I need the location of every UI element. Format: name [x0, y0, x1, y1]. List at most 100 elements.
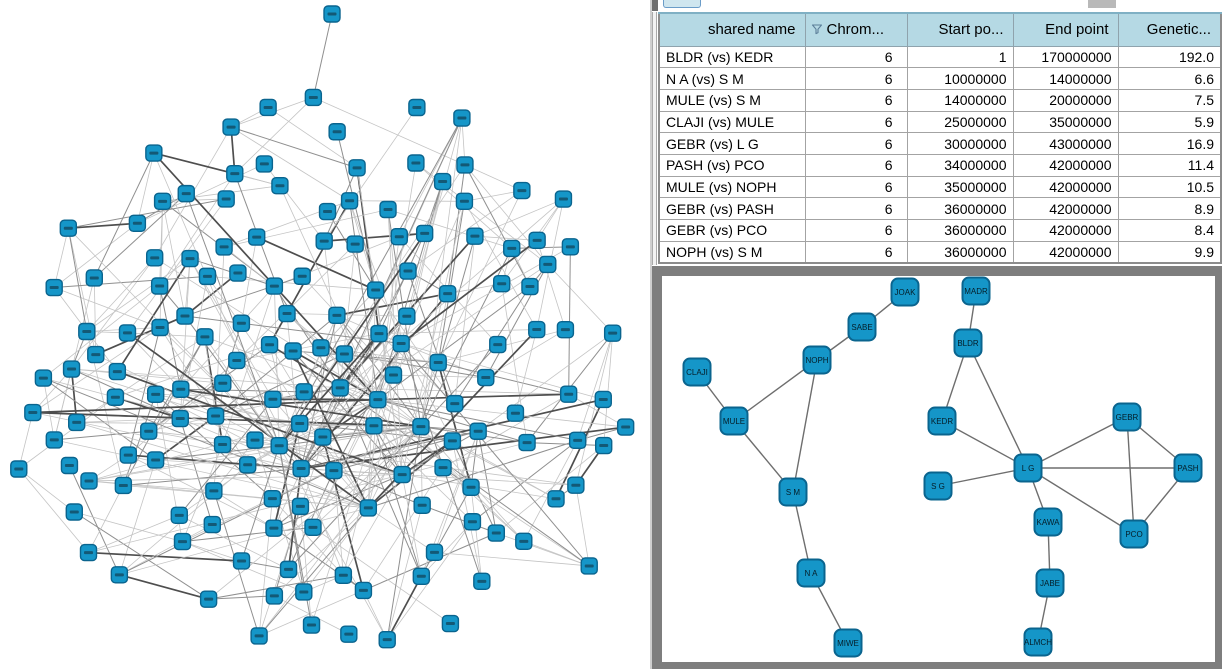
network-node[interactable] [594, 390, 612, 409]
table-cell[interactable]: GEBR (vs) PCO [658, 219, 806, 242]
node-ALMCH[interactable]: ALMCH [1023, 627, 1053, 657]
table-cell[interactable]: GEBR (vs) L G [658, 132, 806, 155]
network-node[interactable] [79, 543, 98, 562]
network-node[interactable] [312, 339, 330, 357]
table-cell[interactable]: 25000000 [906, 110, 1014, 134]
network-node[interactable] [340, 192, 359, 210]
table-cell[interactable]: 170000000 [1012, 45, 1119, 69]
network-node[interactable] [335, 345, 354, 363]
network-node[interactable] [110, 566, 129, 584]
network-node[interactable] [206, 407, 225, 425]
table-cell[interactable]: 14000000 [906, 88, 1014, 112]
table-cell[interactable]: 10.5 [1117, 175, 1222, 199]
network-node[interactable] [118, 324, 137, 342]
table-row[interactable]: MULE (vs) NOPH 6 35000000 42000000 10.5 [658, 175, 1222, 199]
table-row[interactable]: N A (vs) S M 6 10000000 14000000 6.6 [658, 67, 1222, 90]
network-node[interactable] [248, 228, 266, 246]
network-node[interactable] [264, 390, 282, 408]
node-SM[interactable]: S M [778, 477, 808, 507]
network-node[interactable] [213, 435, 232, 454]
network-node[interactable] [232, 314, 251, 332]
node-MIWE[interactable]: MIWE [833, 628, 863, 658]
table-cell[interactable]: 42000000 [1012, 197, 1119, 220]
network-node[interactable] [595, 436, 613, 455]
network-node[interactable] [271, 177, 289, 195]
network-node[interactable] [140, 422, 158, 440]
table-row[interactable]: BLDR (vs) KEDR 6 1 170000000 192.0 [658, 45, 1222, 69]
table-cell[interactable]: 6 [804, 240, 908, 264]
network-node[interactable] [412, 417, 430, 436]
network-node[interactable] [415, 224, 434, 243]
table-cell[interactable]: N A (vs) S M [658, 67, 806, 90]
network-node[interactable] [556, 320, 575, 339]
table-cell[interactable]: BLDR (vs) KEDR [658, 45, 806, 69]
network-node[interactable] [68, 413, 86, 432]
network-node[interactable] [229, 264, 247, 282]
table-cell[interactable]: 6 [804, 45, 908, 69]
network-node[interactable] [413, 496, 431, 514]
network-node[interactable] [255, 155, 274, 173]
network-node[interactable] [145, 144, 163, 162]
network-node[interactable] [295, 583, 313, 601]
network-node[interactable] [408, 98, 426, 117]
scrollbar-fragment[interactable] [663, 0, 701, 8]
table-row[interactable]: MULE (vs) S M 6 14000000 20000000 7.5 [658, 88, 1222, 112]
network-node[interactable] [87, 345, 105, 364]
table-cell[interactable]: 6 [804, 67, 908, 90]
network-node[interactable] [429, 353, 447, 372]
table-cell[interactable]: 16.9 [1117, 132, 1222, 155]
network-node[interactable] [106, 388, 125, 406]
network-node[interactable] [181, 249, 199, 268]
network-node[interactable] [369, 390, 387, 409]
network-node[interactable] [407, 154, 425, 172]
network-node[interactable] [293, 267, 311, 285]
network-node[interactable] [434, 458, 452, 477]
network-node[interactable] [463, 513, 482, 531]
network-node[interactable] [547, 490, 565, 508]
network-node[interactable] [331, 379, 349, 397]
network-node[interactable] [170, 506, 188, 525]
network-node[interactable] [603, 324, 622, 342]
table-row[interactable]: NOPH (vs) S M 6 36000000 42000000 9.9 [658, 240, 1222, 264]
network-node[interactable] [153, 192, 172, 211]
network-node[interactable] [392, 334, 410, 353]
table-cell[interactable]: 192.0 [1117, 45, 1222, 69]
table-cell[interactable]: 20000000 [1012, 88, 1119, 112]
network-node[interactable] [515, 532, 533, 551]
network-node[interactable] [528, 320, 546, 339]
table-cell[interactable]: 43000000 [1012, 132, 1119, 155]
network-node[interactable] [232, 552, 251, 570]
table-cell[interactable]: 42000000 [1012, 153, 1119, 177]
node-JOAK[interactable]: JOAK [890, 277, 920, 307]
node-BLDR[interactable]: BLDR [953, 328, 983, 358]
table-cell[interactable]: 5.9 [1117, 110, 1222, 134]
network-node[interactable] [346, 235, 364, 253]
network-node[interactable] [228, 351, 246, 370]
network-node[interactable] [222, 118, 240, 136]
network-node[interactable] [171, 409, 189, 428]
network-node[interactable] [453, 109, 471, 127]
network-node[interactable] [119, 446, 138, 464]
network-node[interactable] [145, 249, 164, 267]
network-node[interactable] [539, 255, 557, 274]
network-node[interactable] [323, 5, 341, 23]
network-node[interactable] [366, 281, 385, 299]
network-node[interactable] [487, 524, 506, 542]
node-GEBR[interactable]: GEBR [1112, 402, 1142, 432]
table-cell[interactable]: 8.9 [1117, 197, 1222, 220]
table-cell[interactable]: MULE (vs) NOPH [658, 175, 806, 199]
network-node[interactable] [477, 368, 495, 387]
table-cell[interactable]: 14000000 [1012, 67, 1119, 90]
network-node[interactable] [278, 304, 296, 323]
network-node[interactable] [469, 422, 487, 440]
network-node[interactable] [263, 489, 282, 508]
network-node[interactable] [108, 362, 127, 381]
network-node[interactable] [62, 360, 81, 378]
table-cell[interactable]: 6 [804, 197, 908, 220]
table-cell[interactable]: GEBR (vs) PASH [658, 197, 806, 220]
edge-BLDR-LG[interactable] [967, 342, 1029, 469]
network-node[interactable] [340, 625, 358, 643]
network-node[interactable] [425, 543, 444, 562]
network-node[interactable] [433, 172, 452, 191]
column-header-3[interactable]: End point [1012, 12, 1119, 47]
